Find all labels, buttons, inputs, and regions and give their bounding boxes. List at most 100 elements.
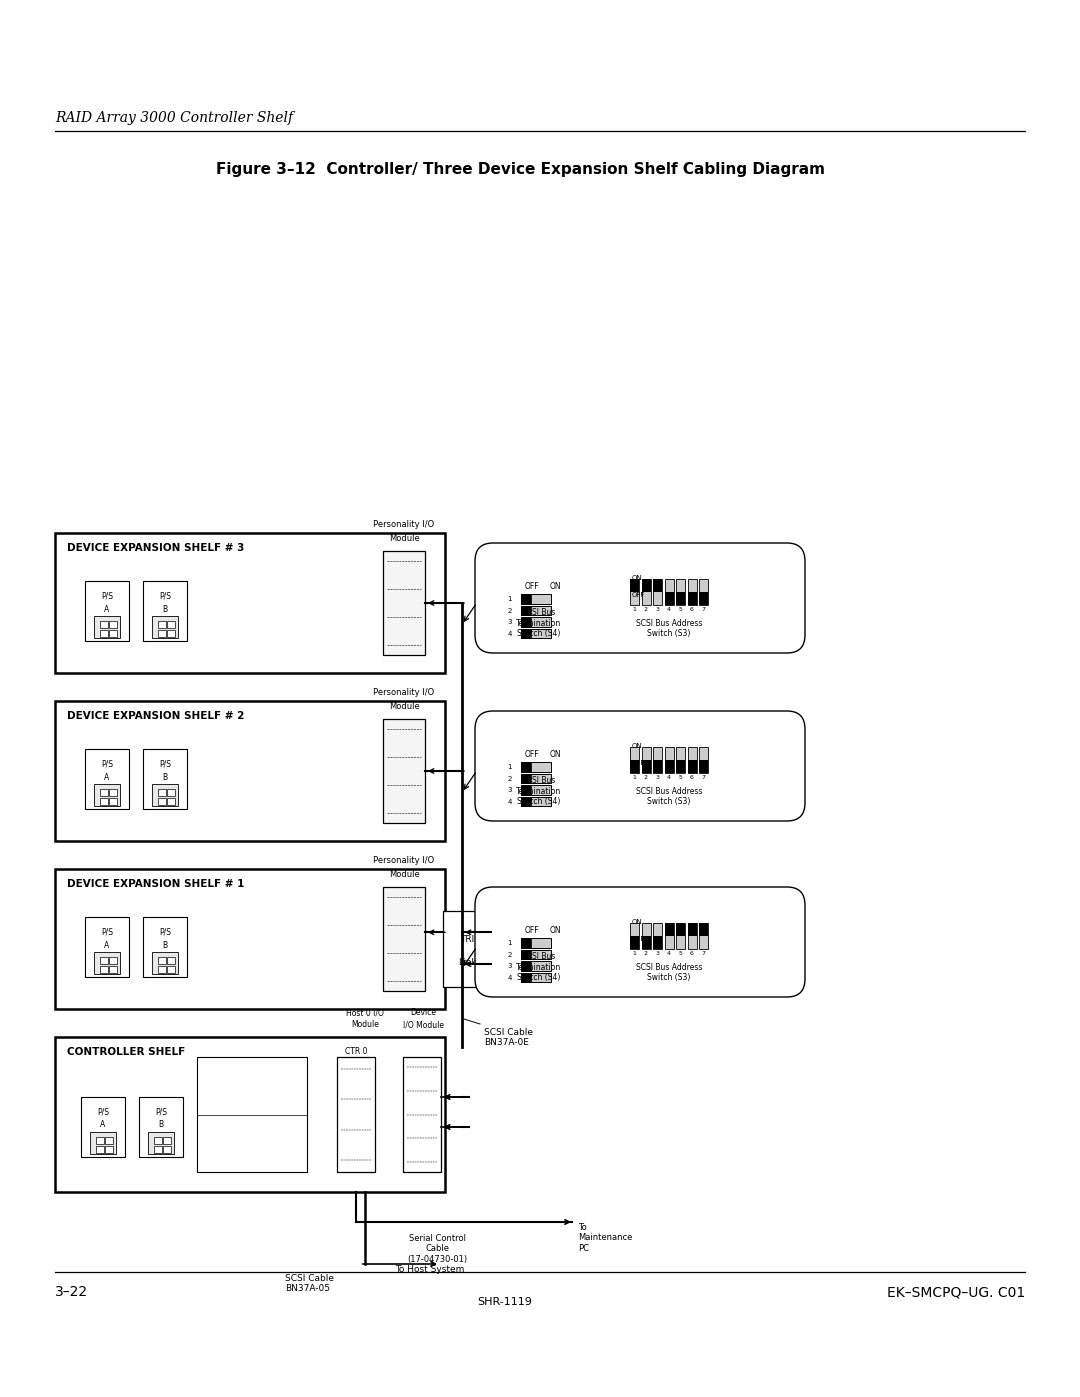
Text: RAID Array 3000 Controller Shelf: RAID Array 3000 Controller Shelf [55, 110, 293, 124]
Text: SCSI Bus Address
Switch (S3): SCSI Bus Address Switch (S3) [636, 787, 702, 806]
Text: P/S: P/S [156, 1108, 167, 1116]
Text: 3: 3 [508, 963, 512, 970]
Text: P/S: P/S [102, 760, 113, 768]
Text: 3–22: 3–22 [55, 1285, 89, 1299]
Text: Module: Module [389, 534, 419, 543]
Text: SCSI Cable
BN37A-0E: SCSI Cable BN37A-0E [484, 1028, 534, 1048]
Text: SCSI Bus
Termination
Switch (S4): SCSI Bus Termination Switch (S4) [516, 777, 562, 806]
Text: B: B [159, 1120, 163, 1129]
Bar [55, 869, 445, 1009]
Bar [521, 961, 551, 971]
Bar [154, 1137, 162, 1144]
Bar [167, 957, 175, 964]
Text: DEVICE EXPANSION SHELF # 3: DEVICE EXPANSION SHELF # 3 [67, 543, 244, 553]
Bar [630, 936, 639, 949]
Bar [197, 1058, 307, 1172]
Text: Personality I/O: Personality I/O [374, 856, 434, 865]
Bar [521, 939, 551, 947]
Bar [699, 747, 708, 773]
Text: OFF: OFF [632, 760, 646, 766]
Bar [154, 1146, 162, 1153]
Text: B: B [162, 942, 167, 950]
Text: 3: 3 [656, 951, 660, 956]
Text: 7: 7 [702, 951, 705, 956]
Bar [383, 719, 426, 823]
Text: A: A [105, 605, 110, 613]
Bar [653, 760, 662, 773]
Text: ON: ON [632, 743, 643, 749]
Bar [167, 799, 175, 806]
Bar [105, 1146, 113, 1153]
Text: 2: 2 [508, 951, 512, 957]
Text: Module: Module [389, 870, 419, 879]
FancyBboxPatch shape [475, 711, 805, 821]
Bar [521, 785, 531, 795]
Bar [521, 961, 531, 971]
Bar [109, 789, 117, 796]
Bar [139, 1097, 183, 1157]
Text: 4: 4 [667, 608, 671, 612]
Bar [100, 799, 108, 806]
Bar [158, 622, 166, 629]
Text: Figure 3–12  Controller/ Three Device Expansion Shelf Cabling Diagram: Figure 3–12 Controller/ Three Device Exp… [216, 162, 824, 176]
Text: 1: 1 [633, 608, 636, 612]
Bar [158, 630, 166, 637]
Text: P/S: P/S [159, 592, 171, 601]
Text: ON: ON [550, 583, 561, 591]
Text: 5: 5 [678, 951, 683, 956]
Text: SCSI Bus
Termination
Switch (S4): SCSI Bus Termination Switch (S4) [516, 608, 562, 638]
Bar [158, 967, 166, 974]
Text: OFF: OFF [632, 936, 646, 942]
Bar [521, 606, 531, 615]
Bar [100, 967, 108, 974]
Bar [109, 967, 117, 974]
Text: OFF: OFF [525, 926, 539, 935]
Text: 4: 4 [667, 951, 671, 956]
Text: SCSI Bus Address
Switch (S3): SCSI Bus Address Switch (S3) [636, 619, 702, 638]
Bar [383, 887, 426, 990]
Bar [143, 749, 187, 809]
Bar [688, 923, 697, 949]
Text: To Host System: To Host System [395, 1266, 464, 1274]
Bar [653, 578, 662, 592]
Bar [55, 1037, 445, 1192]
Bar [521, 972, 551, 982]
Bar [653, 578, 662, 605]
Text: DEVICE EXPANSION SHELF # 1: DEVICE EXPANSION SHELF # 1 [67, 879, 244, 888]
Text: A: A [105, 773, 110, 782]
Bar [143, 918, 187, 978]
Text: 7: 7 [702, 608, 705, 612]
Bar [152, 953, 178, 974]
Text: 4: 4 [508, 630, 512, 637]
Text: ON: ON [632, 919, 643, 925]
Bar [664, 923, 674, 949]
Text: 2: 2 [508, 608, 512, 613]
Text: SHR-1119: SHR-1119 [477, 1296, 532, 1308]
Bar [521, 763, 531, 771]
Text: 3: 3 [508, 787, 512, 793]
Bar [109, 799, 117, 806]
Text: 1: 1 [508, 764, 512, 770]
Text: CONTROLLER SHELF: CONTROLLER SHELF [67, 1046, 186, 1058]
Bar [85, 918, 129, 978]
Text: Personality I/O: Personality I/O [374, 687, 434, 697]
Bar [688, 592, 697, 605]
Text: TRI: TRI [460, 936, 474, 944]
Bar [676, 578, 685, 605]
Text: SCSI Bus
Termination
Switch (S4): SCSI Bus Termination Switch (S4) [516, 953, 562, 982]
Bar [699, 760, 708, 773]
Text: B: B [162, 605, 167, 613]
Bar [167, 967, 175, 974]
Text: Module: Module [389, 703, 419, 711]
Bar [403, 1058, 441, 1172]
Bar [676, 923, 685, 936]
Bar [676, 760, 685, 773]
Bar [81, 1097, 125, 1157]
Text: 5: 5 [678, 608, 683, 612]
Text: To
Maintenance
PC: To Maintenance PC [578, 1222, 633, 1253]
Text: Host 0 I/O: Host 0 I/O [346, 1009, 383, 1017]
Bar [521, 950, 551, 960]
Bar [653, 923, 662, 949]
Bar [90, 1132, 116, 1154]
Text: P/S: P/S [159, 928, 171, 937]
